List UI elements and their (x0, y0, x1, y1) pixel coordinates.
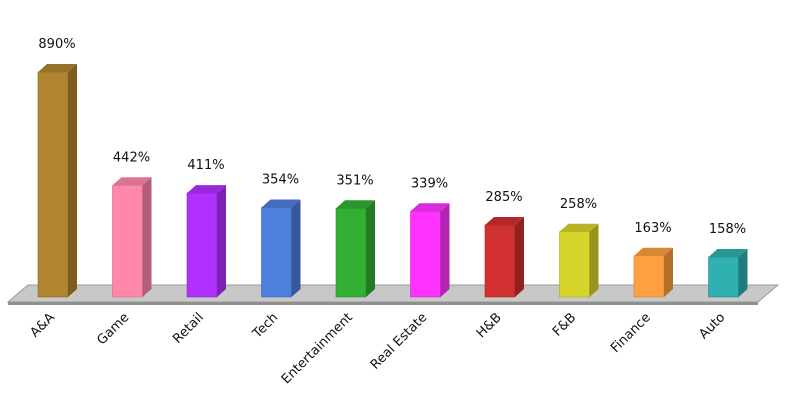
bar (261, 207, 292, 298)
bar-side (68, 64, 77, 297)
x-tick-label: Game (94, 310, 132, 348)
bar-side (589, 223, 599, 297)
value-label: 158% (709, 222, 746, 237)
bar (186, 192, 218, 298)
value-label: 285% (485, 190, 522, 205)
x-tick-label: Real Estate (368, 310, 430, 372)
x-tick-label: F&B (550, 310, 579, 339)
bar (112, 184, 143, 298)
x-tick-label: A&A (27, 310, 57, 340)
bar-side (738, 249, 748, 297)
x-tick-label: Finance (608, 310, 654, 356)
value-label: 258% (560, 197, 597, 212)
bar (633, 255, 665, 298)
bar-top (559, 223, 599, 232)
value-label: 890% (38, 37, 75, 52)
value-label: 339% (411, 176, 448, 191)
bar-side (142, 177, 152, 297)
bar-side (217, 185, 226, 297)
bar-side (440, 203, 450, 297)
bar-side (366, 200, 375, 297)
bar-top (336, 200, 375, 209)
floor-edge (8, 302, 758, 305)
bar-top (410, 203, 450, 212)
x-tick-label: Tech (249, 310, 281, 342)
bar-top (634, 247, 673, 256)
bar (335, 207, 367, 298)
x-tick-label: H&B (474, 310, 505, 341)
bar-side (664, 247, 673, 297)
value-label: 354% (262, 173, 299, 188)
value-label: 163% (634, 221, 671, 236)
bar-top (187, 185, 226, 194)
x-tick-label: Retail (170, 310, 207, 347)
value-label: 351% (336, 173, 373, 188)
x-tick-label: Auto (696, 310, 728, 342)
bar-top (112, 177, 152, 186)
value-label: 411% (187, 158, 224, 173)
bar-top (38, 64, 77, 72)
bar-top (485, 216, 524, 225)
x-tick-label: Entertainment (279, 310, 356, 387)
bar (559, 231, 590, 298)
bar-side (291, 199, 301, 297)
value-label: 442% (113, 150, 150, 165)
bar (37, 71, 69, 298)
bar-side (515, 216, 524, 297)
bar (708, 256, 739, 298)
bar (484, 224, 516, 298)
bar-top (261, 199, 301, 208)
bar-top (708, 249, 748, 258)
bar (410, 210, 441, 298)
